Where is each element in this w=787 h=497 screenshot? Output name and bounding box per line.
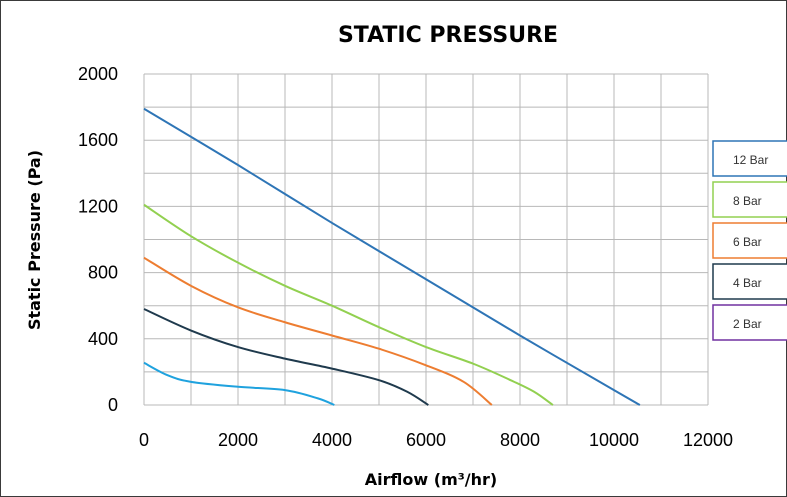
legend-box-8-bar [712,181,787,218]
series-line-4-bar [143,308,429,406]
legend-label-8-bar: 8 Bar [733,194,762,208]
series-line-8-bar [143,203,554,406]
x-tick-label: 2000 [218,430,258,450]
x-axis-ticks: 0 2000 4000 6000 8000 10000 12000 [139,430,733,450]
legend-label-2-bar: 2 Bar [733,317,762,331]
x-tick-label: 0 [139,430,149,450]
y-tick-label: 800 [88,263,118,283]
legend-label-12-bar: 12 Bar [733,153,768,167]
x-tick-label: 4000 [312,430,352,450]
legend-label-6-bar: 6 Bar [733,235,762,249]
legend-label-4-bar: 4 Bar [733,276,762,290]
chart-title: STATIC PRESSURE [338,23,558,48]
x-tick-label: 8000 [500,430,540,450]
x-tick-label: 6000 [406,430,446,450]
y-axis-ticks: 0 400 800 1200 1600 2000 [78,64,118,415]
series-line-series-5 [143,361,335,406]
legend-box-6-bar [712,222,787,259]
y-tick-label: 400 [88,329,118,349]
y-tick-label: 1200 [78,196,118,216]
legend-box-4-bar [712,263,787,300]
y-tick-label: 0 [108,395,118,415]
y-tick-label: 1600 [78,130,118,150]
series-lines [143,107,641,406]
grid [143,73,709,406]
y-axis-label: Static Pressure (Pa) [25,150,44,330]
legend-box-12-bar [712,140,787,177]
series-line-6-bar [143,256,493,406]
series-line-12-bar [143,107,641,406]
x-axis-label: Airflow (m³/hr) [365,470,497,489]
y-tick-label: 2000 [78,64,118,84]
x-tick-label: 12000 [683,430,733,450]
legend: 12 Bar 8 Bar 6 Bar 4 Bar 2 Bar [712,140,787,341]
x-tick-label: 10000 [589,430,639,450]
legend-box-2-bar [712,304,787,341]
